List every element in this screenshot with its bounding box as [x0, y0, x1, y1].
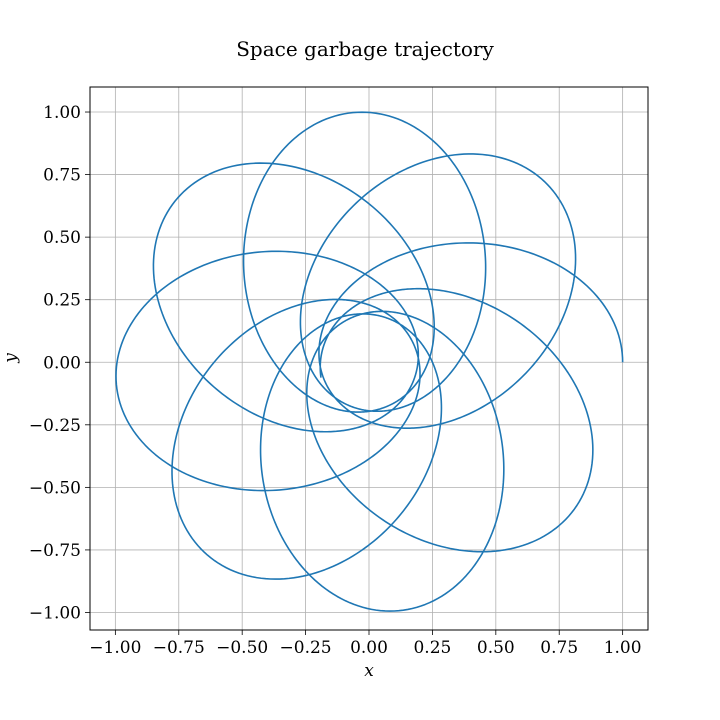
- x-tick-label: 0.75: [540, 638, 578, 658]
- y-tick-label: −1.00: [29, 603, 81, 623]
- y-tick-label: 0.50: [43, 228, 81, 248]
- x-tick-label: −0.25: [280, 638, 332, 658]
- x-tick-label: −1.00: [89, 638, 141, 658]
- x-tick-label: 0.50: [477, 638, 515, 658]
- ticks: −1.00 −0.75 −0.50 −0.25 0.00 0.25 0.50 0.75 1.00…: [29, 103, 642, 658]
- y-axis-label: y: [1, 353, 21, 364]
- chart-title: Space garbage trajectory: [236, 37, 494, 61]
- y-tick-label: 0.25: [43, 291, 81, 311]
- x-tick-label: −0.50: [216, 638, 268, 658]
- y-tick-label: −0.75: [29, 541, 81, 561]
- y-tick-label: −0.50: [29, 478, 81, 498]
- x-tick-label: 1.00: [604, 638, 642, 658]
- trajectory-line: [115, 111, 624, 612]
- grid: [90, 87, 648, 630]
- y-tick-label: 1.00: [43, 103, 81, 123]
- x-tick-label: −0.75: [153, 638, 205, 658]
- x-axis-label: x: [364, 661, 374, 681]
- y-tick-label: −0.25: [29, 416, 81, 436]
- x-tick-label: 0.00: [350, 638, 388, 658]
- y-tick-label: 0.00: [43, 353, 81, 373]
- y-tick-label: 0.75: [43, 166, 81, 186]
- x-tick-label: 0.25: [413, 638, 451, 658]
